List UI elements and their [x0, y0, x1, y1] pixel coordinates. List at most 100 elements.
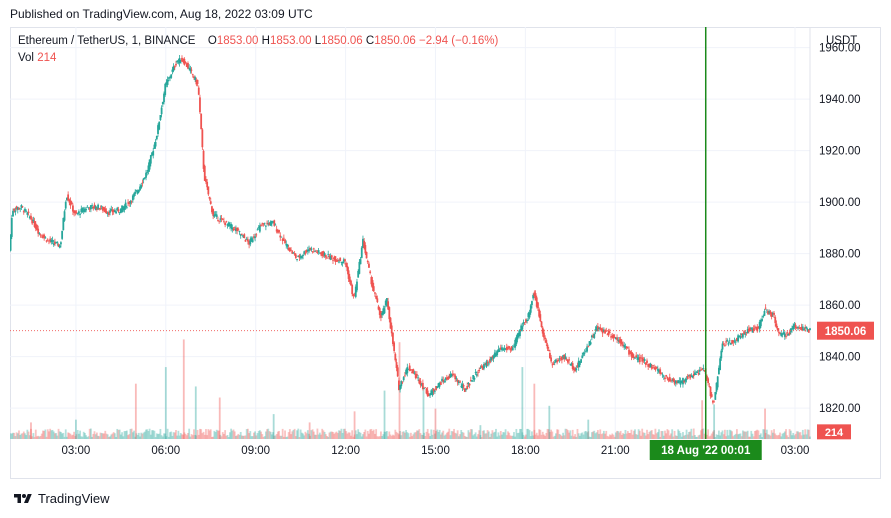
volume-bar: [73, 431, 76, 440]
volume-bar: [52, 431, 55, 440]
volume-bar: [771, 432, 774, 440]
volume-bar: [520, 429, 523, 440]
volume-bar: [798, 432, 801, 440]
volume-bar: [716, 435, 719, 440]
volume-bar: [57, 428, 60, 440]
candle-body: [438, 383, 441, 387]
candle-body: [741, 333, 744, 338]
volume-bar: [20, 433, 23, 440]
volume-bar: [245, 429, 248, 440]
volume-bar: [515, 428, 518, 440]
candle-body: [364, 245, 367, 254]
candle-body: [36, 224, 38, 231]
volume-bar: [19, 435, 22, 440]
candle-body: [268, 222, 271, 226]
volume-bar: [672, 436, 675, 440]
candle-body: [345, 263, 348, 268]
volume-bar: [185, 435, 188, 440]
candle-body: [352, 294, 355, 296]
candle-body: [260, 224, 262, 226]
volume-bar: [491, 430, 494, 440]
volume-bar: [447, 431, 449, 440]
x-tick-label: 18:00: [511, 445, 540, 457]
volume-bar: [357, 429, 360, 440]
candle-body: [759, 320, 762, 327]
candle-body: [672, 378, 675, 382]
candlestick-chart[interactable]: 1820.00 1840.00 1860.00 1880.00 1900.00 1920.…: [10, 27, 881, 479]
candle-body: [393, 342, 396, 352]
volume-bar: [342, 428, 345, 440]
volume-bar: [273, 435, 276, 440]
volume-bar: [752, 436, 755, 440]
volume-bar: [30, 428, 32, 440]
candle-body: [141, 182, 144, 184]
volume-bar-spike: [30, 422, 32, 440]
candle-body: [63, 211, 66, 221]
candle-body: [641, 357, 644, 362]
volume-bar: [786, 435, 789, 440]
candle-body: [202, 150, 205, 169]
candle-body: [574, 367, 576, 372]
candle-body: [791, 328, 793, 330]
symbol-label[interactable]: Ethereum / TetherUS, 1, BINANCE: [18, 35, 196, 47]
volume-bar: [485, 433, 488, 440]
volume-bar: [734, 433, 737, 440]
candle-body: [715, 382, 718, 392]
volume-bar: [104, 430, 107, 440]
volume-bar: [326, 436, 328, 440]
volume-bar: [564, 428, 567, 440]
candle-body: [734, 341, 737, 343]
volume-bar: [79, 430, 82, 440]
volume-bar: [121, 432, 123, 440]
candle-body: [562, 355, 565, 358]
candle-body: [670, 380, 672, 382]
volume-bar: [463, 435, 466, 440]
volume-bar: [167, 436, 170, 440]
candle-body: [236, 227, 239, 232]
volume-bar-spike: [75, 419, 77, 440]
volume-bar: [430, 429, 433, 440]
candle-body: [127, 202, 129, 204]
volume-bar: [101, 433, 104, 440]
volume-bar: [254, 431, 256, 440]
candle-body: [21, 206, 24, 208]
candle-body: [735, 338, 738, 341]
volume-bar: [525, 434, 527, 440]
candle-body: [514, 339, 517, 348]
candle-body: [230, 223, 233, 229]
volume-bar: [668, 435, 671, 440]
candle-body: [604, 330, 606, 334]
volume-bar: [67, 432, 70, 440]
candle-body: [279, 235, 282, 238]
candle-body: [16, 207, 19, 210]
volume-bar: [103, 433, 105, 440]
volume-bar: [559, 434, 562, 440]
candle-body: [463, 388, 466, 392]
volume-bar: [375, 429, 378, 440]
candle-body: [64, 202, 67, 209]
volume-bar: [362, 434, 364, 440]
volume-bar: [532, 435, 535, 440]
volume-bar: [457, 436, 460, 440]
volume-bar: [492, 432, 495, 440]
candle-body: [298, 255, 301, 258]
candle-body: [768, 311, 771, 314]
volume-bar: [439, 434, 442, 440]
candle-body: [622, 344, 624, 347]
candle-body: [418, 379, 421, 384]
volume-bar: [726, 429, 729, 440]
volume-bar: [292, 429, 295, 440]
candle-body: [558, 358, 561, 360]
footer[interactable]: TradingView: [12, 491, 110, 506]
volume-bar: [558, 434, 561, 440]
candle-body: [777, 331, 780, 333]
candle-body: [66, 197, 68, 201]
volume-bar: [386, 431, 388, 440]
volume-bar: [405, 429, 408, 440]
volume-bar: [720, 432, 723, 440]
candle-body: [561, 356, 563, 361]
candle-body: [502, 349, 505, 351]
candle-body: [128, 202, 131, 204]
volume-bar: [368, 433, 370, 440]
candle-body: [613, 336, 616, 338]
